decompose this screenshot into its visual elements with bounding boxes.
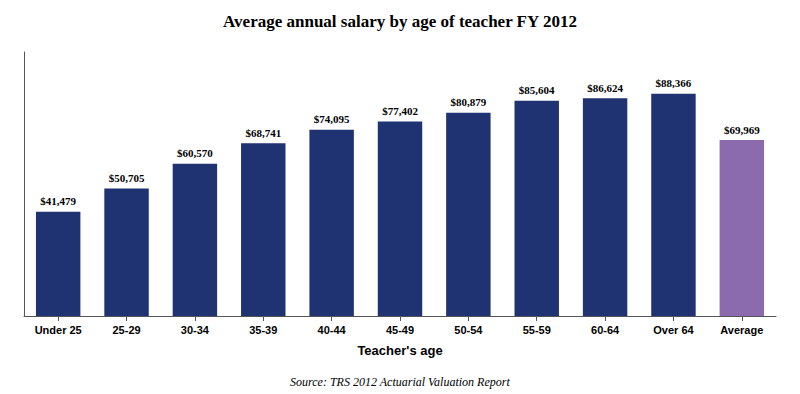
svg-text:$74,095: $74,095	[314, 113, 350, 125]
svg-text:Under 25: Under 25	[35, 324, 82, 336]
svg-text:$60,570: $60,570	[177, 147, 213, 159]
svg-text:30-34: 30-34	[181, 324, 210, 336]
svg-text:Teacher's age: Teacher's age	[357, 343, 442, 358]
svg-text:40-44: 40-44	[318, 324, 347, 336]
svg-text:Over 64: Over 64	[653, 324, 694, 336]
svg-text:$86,624: $86,624	[587, 82, 623, 94]
svg-text:60-64: 60-64	[591, 324, 620, 336]
svg-text:$69,969: $69,969	[724, 124, 760, 136]
svg-text:$80,879: $80,879	[450, 96, 486, 108]
svg-text:50-54: 50-54	[454, 324, 483, 336]
svg-text:$50,705: $50,705	[109, 172, 145, 184]
svg-text:45-49: 45-49	[386, 324, 414, 336]
svg-text:$68,741: $68,741	[245, 127, 281, 139]
svg-text:25-29: 25-29	[112, 324, 140, 336]
svg-text:$88,366: $88,366	[656, 77, 692, 89]
svg-text:$41,479: $41,479	[40, 195, 76, 207]
svg-text:55-59: 55-59	[523, 324, 551, 336]
svg-text:$77,402: $77,402	[382, 105, 418, 117]
svg-text:Source: TRS 2012 Actuarial Val: Source: TRS 2012 Actuarial Valuation Rep…	[290, 375, 510, 389]
svg-text:$85,604: $85,604	[519, 84, 555, 96]
svg-text:Average annual salary by age o: Average annual salary by age of teacher …	[223, 12, 577, 31]
svg-text:35-39: 35-39	[249, 324, 277, 336]
svg-text:Average: Average	[720, 324, 763, 336]
